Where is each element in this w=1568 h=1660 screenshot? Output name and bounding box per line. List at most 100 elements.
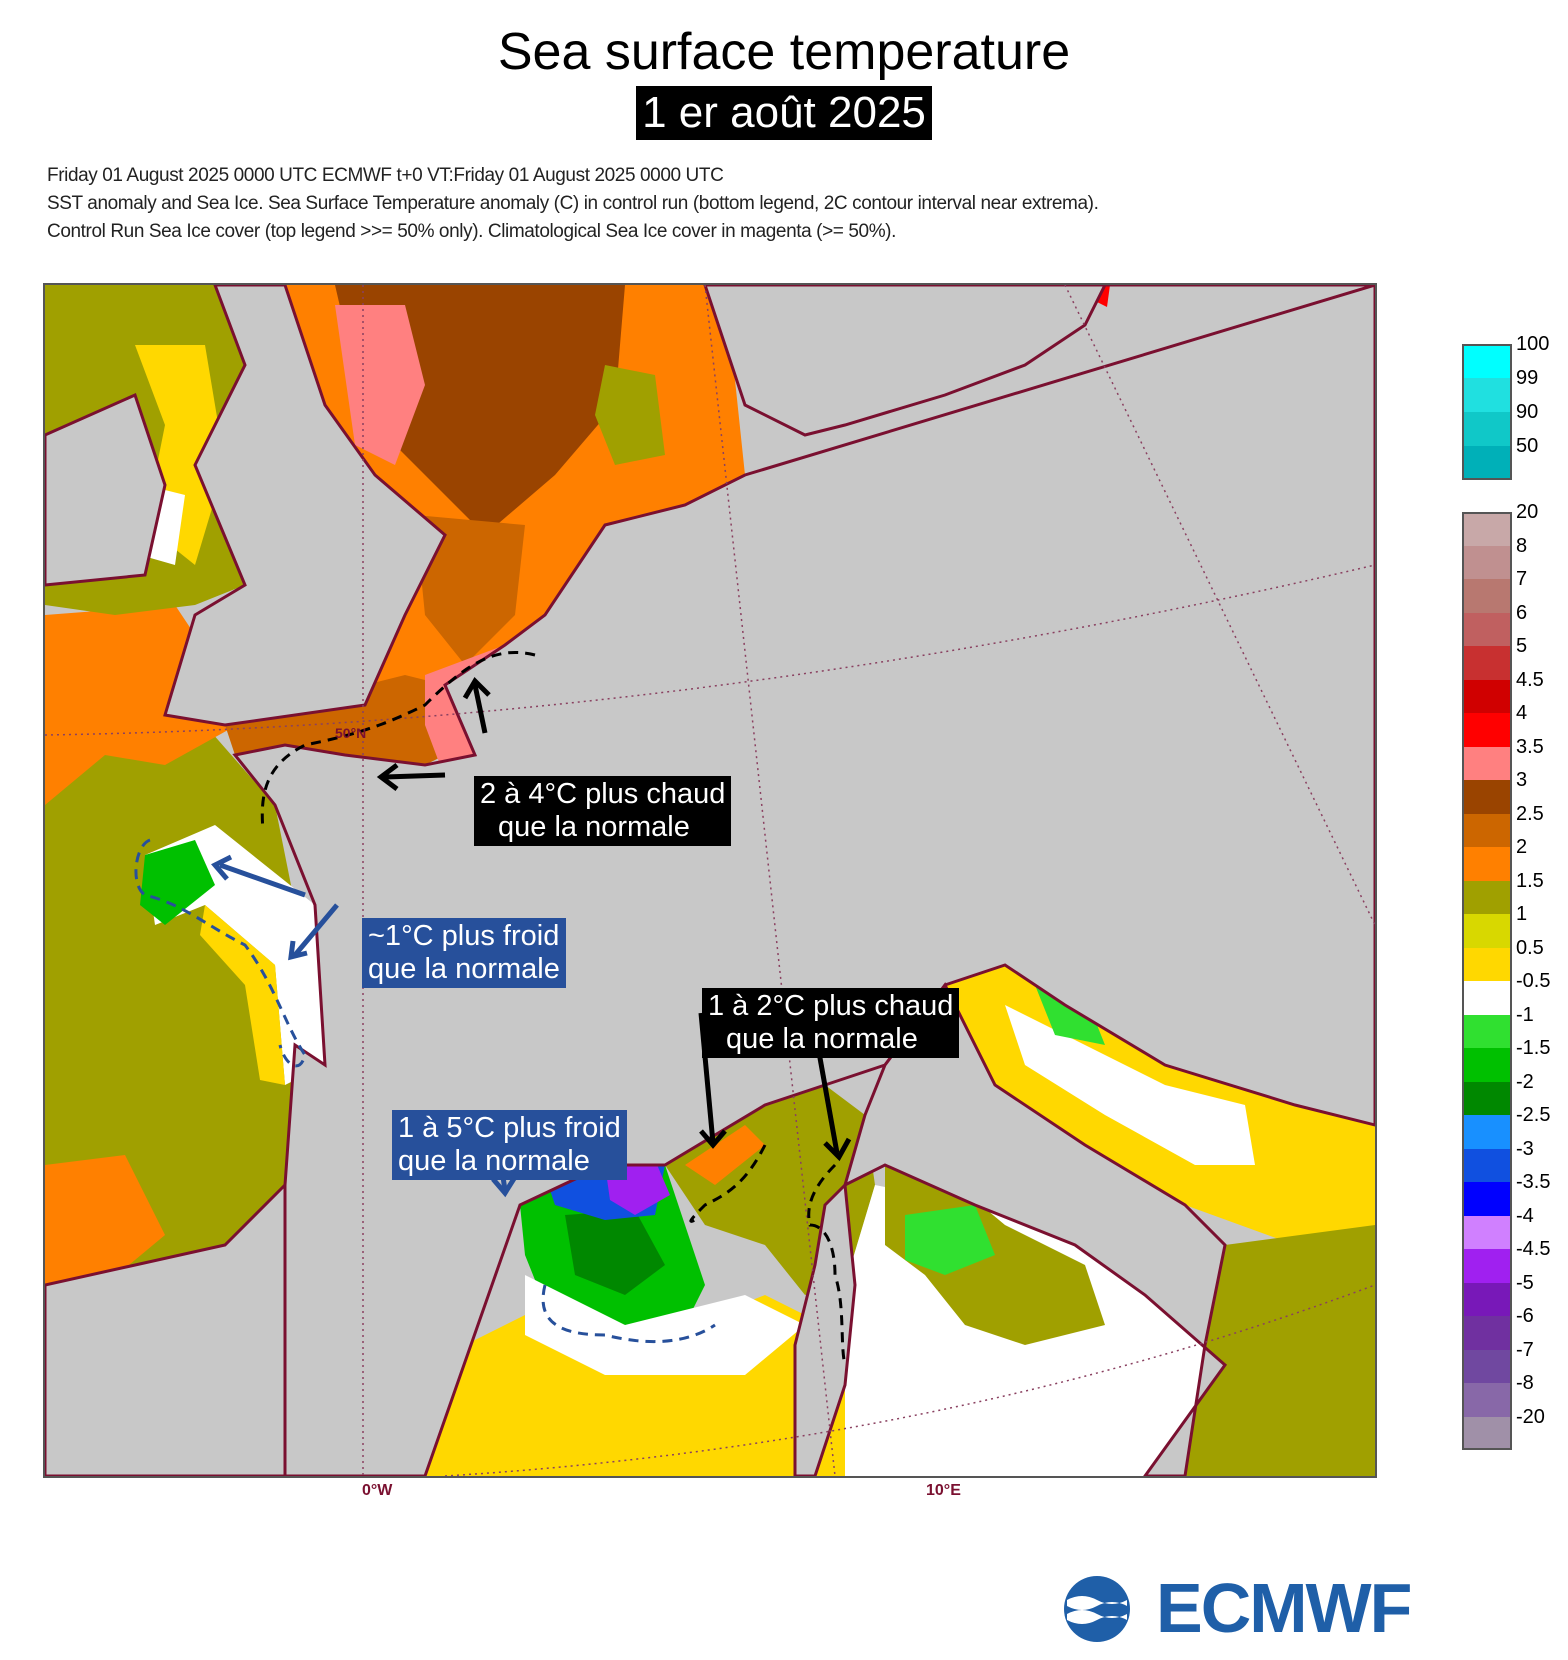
legend-label: 20 [1516, 501, 1539, 523]
warm-anomaly-outline [260, 650, 847, 1366]
ecmwf-logo-icon [1064, 1576, 1130, 1642]
legend-swatch [1462, 746, 1512, 780]
legend-swatch [1462, 1349, 1512, 1383]
legend-swatch [1462, 344, 1512, 378]
map-canvas [45, 285, 1375, 1476]
legend-label: -5 [1516, 1271, 1534, 1294]
legend-label: -3 [1516, 1137, 1534, 1160]
legend-swatch [1462, 1383, 1512, 1417]
legend-label: -1.5 [1516, 1037, 1551, 1059]
legend-swatch [1462, 646, 1512, 680]
land-scandinavia [703, 285, 1375, 437]
ligurian-orange [685, 1125, 765, 1185]
land-corsica-sardinia [793, 1181, 857, 1476]
sst-anomaly-map: 50°N [43, 283, 1377, 1478]
legend-swatch [1462, 579, 1512, 613]
annotation-cold-biscay: ~1°C plus froid que la normale [362, 918, 566, 988]
cold-anomaly-outline [134, 838, 716, 1343]
bay-yellow [200, 905, 285, 1085]
meta-line: Control Run Sea Ice cover (top legend >>… [47, 221, 896, 242]
legend-swatch [1462, 1282, 1512, 1316]
metadata-text: Friday 01 August 2025 0000 UTC ECMWF t+0… [47, 162, 1099, 246]
legend-swatch [1462, 1249, 1512, 1283]
legend-label: 100 [1516, 333, 1550, 355]
tyrrhenian-green [905, 1205, 995, 1275]
legend-label: -2.5 [1516, 1104, 1551, 1126]
atlantic-sea-orange-2 [45, 1155, 165, 1285]
graticule [45, 285, 1375, 1476]
legend-label: 50 [1516, 435, 1539, 457]
lat-label: 50°N [335, 725, 367, 741]
north-sea-olive [595, 365, 665, 465]
land-italy [842, 982, 1228, 1476]
annotation-cold-lion: 1 à 5°C plus froid que la normale [392, 1110, 627, 1180]
legend-label: 99 [1516, 367, 1539, 389]
legend-label: 3 [1516, 769, 1528, 791]
legend-label: -1 [1516, 1003, 1534, 1026]
annotation-line: que la normale [398, 1145, 590, 1177]
legend-label: 4 [1516, 702, 1528, 724]
legend-label: 0.5 [1516, 936, 1544, 959]
med-dark-green [565, 1210, 665, 1295]
annotation-line: que la normale [498, 811, 690, 843]
legend-swatch [1462, 446, 1512, 480]
legend-swatch [1462, 545, 1512, 579]
bay-of-biscay-green [140, 840, 215, 925]
legend-label: -7 [1516, 1338, 1534, 1361]
legend-swatch [1462, 1182, 1512, 1216]
legend-label: 3.5 [1516, 735, 1544, 758]
legend-swatch [1462, 1115, 1512, 1149]
legend-swatch [1462, 813, 1512, 847]
annotation-line: ~1°C plus froid [368, 920, 560, 952]
annotation-line: 2 à 4°C plus chaud [480, 778, 726, 810]
annotation-warm-channel: 2 à 4°C plus chaud que la normale [474, 776, 732, 846]
land-iberia [45, 1181, 287, 1476]
legend-label: -4.5 [1516, 1238, 1551, 1260]
annotation-warm-ligurian: 1 à 2°C plus chaud que la normale [702, 988, 960, 1058]
ionian-olive [1185, 1225, 1375, 1476]
legend-swatch [1462, 1014, 1512, 1048]
legend-label: -6 [1516, 1305, 1534, 1327]
legend-swatch [1462, 679, 1512, 713]
legend-swatch [1462, 378, 1512, 412]
adriatic-green [1035, 985, 1105, 1045]
legend-swatch [1462, 914, 1512, 948]
legend-label: -3.5 [1516, 1171, 1551, 1193]
legend-swatch [1462, 780, 1512, 814]
legend-swatch [1462, 847, 1512, 881]
legend-label: -2 [1516, 1070, 1534, 1093]
chart-title: Sea surface temperature [497, 23, 1071, 81]
legend-label: 2.5 [1516, 802, 1544, 825]
legend-label: -0.5 [1516, 970, 1551, 992]
legend-swatch [1462, 981, 1512, 1015]
land-ireland [45, 392, 167, 587]
legend-label: 7 [1516, 568, 1528, 590]
annotation-line: 1 à 2°C plus chaud [708, 990, 954, 1022]
ecmwf-logo-text: ECMWF [1156, 1569, 1412, 1647]
lon-label-0: 0°W [362, 1482, 393, 1499]
legend-swatch [1462, 412, 1512, 446]
annotation-line: que la normale [368, 953, 560, 985]
legend-swatch [1462, 1048, 1512, 1082]
land-great-britain [163, 285, 447, 727]
med-south-white [525, 1275, 805, 1375]
legend-label: 1 [1516, 903, 1528, 925]
meta-line: SST anomaly and Sea Ice. Sea Surface Tem… [47, 193, 1099, 214]
legend-swatch [1462, 713, 1512, 747]
legend-swatch [1462, 512, 1512, 546]
date-subtitle: 1 er août 2025 [636, 86, 932, 140]
legend-label: 1.5 [1516, 869, 1544, 892]
legend-swatch [1462, 1148, 1512, 1182]
legend-label: -4 [1516, 1204, 1534, 1227]
legend-label: 5 [1516, 635, 1528, 657]
annotation-line: 1 à 5°C plus froid [398, 1112, 621, 1144]
legend-swatch [1462, 1416, 1512, 1450]
north-sea-hotspot [335, 305, 425, 465]
legend-swatch [1462, 1316, 1512, 1350]
legend-label: 4.5 [1516, 668, 1544, 691]
legend-label: 8 [1516, 534, 1528, 557]
legend-label: 90 [1516, 401, 1539, 423]
lon-label-10: 10°E [926, 1482, 961, 1499]
legend-label: -20 [1516, 1405, 1545, 1428]
legend-swatch [1462, 947, 1512, 981]
